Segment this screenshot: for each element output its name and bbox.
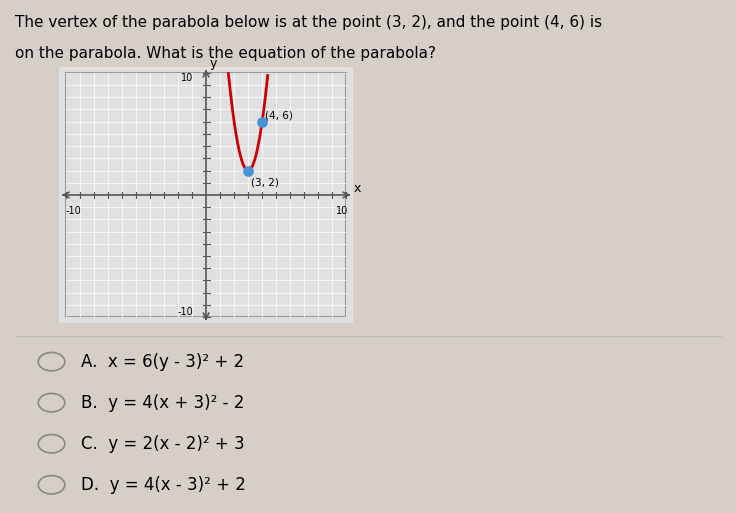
Point [242, 166, 254, 174]
Text: C.  y = 2(x - 2)² + 3: C. y = 2(x - 2)² + 3 [81, 435, 244, 453]
Text: -10: -10 [177, 307, 194, 317]
Text: -10: -10 [65, 206, 81, 216]
Text: (3, 2): (3, 2) [251, 178, 279, 188]
Text: A.  x = 6(y - 3)² + 2: A. x = 6(y - 3)² + 2 [81, 352, 244, 371]
Text: B.  y = 4(x + 3)² - 2: B. y = 4(x + 3)² - 2 [81, 393, 244, 412]
Text: (4, 6): (4, 6) [265, 110, 293, 121]
Text: on the parabola. What is the equation of the parabola?: on the parabola. What is the equation of… [15, 46, 436, 61]
Text: 10: 10 [181, 73, 194, 83]
Text: 10: 10 [336, 206, 348, 216]
Text: The vertex of the parabola below is at the point (3, 2), and the point (4, 6) is: The vertex of the parabola below is at t… [15, 15, 602, 30]
Text: y: y [210, 56, 217, 70]
Text: D.  y = 4(x - 3)² + 2: D. y = 4(x - 3)² + 2 [81, 476, 246, 494]
Point [256, 117, 268, 126]
Text: x: x [354, 182, 361, 195]
